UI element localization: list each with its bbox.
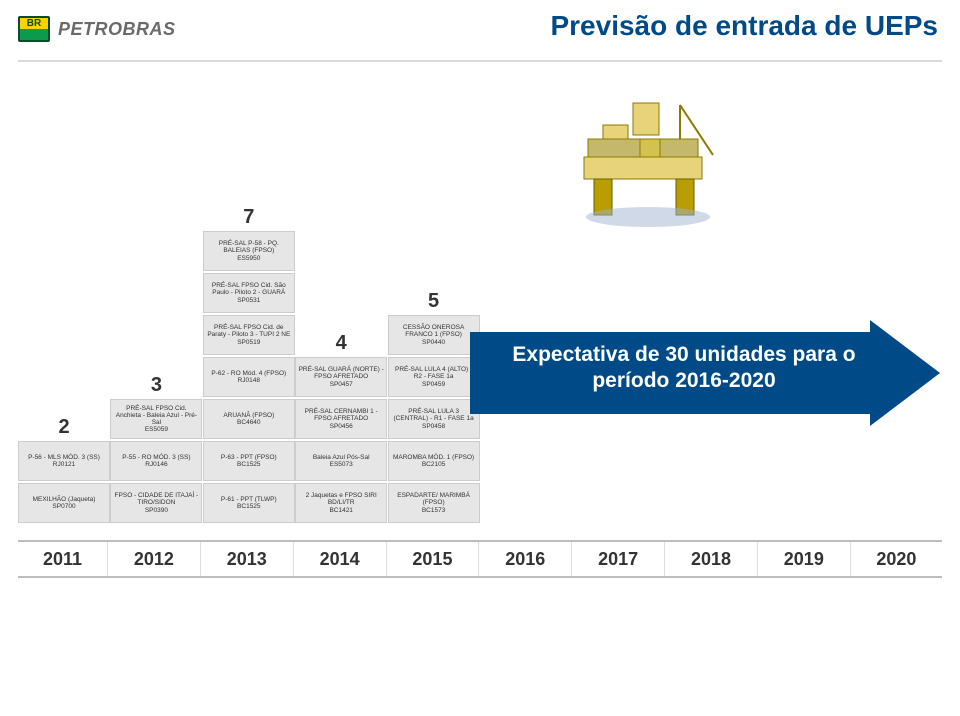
- uep-box: MEXILHÃO (Jaqueta)SP0700: [18, 483, 110, 523]
- uep-box: PRÉ-SAL FPSO Cid. de Paraty - Piloto 3 -…: [203, 315, 295, 355]
- year-cell: 2016: [479, 541, 572, 577]
- chart-column: 3PRÉ-SAL FPSO Cid. Anchieta - Baleia Azu…: [110, 374, 202, 525]
- year-axis: 2011201220132014201520162017201820192020: [18, 540, 942, 580]
- column-count: 5: [388, 290, 480, 313]
- logo: BR PETROBRAS: [18, 16, 176, 42]
- uep-box: P-63 - PPT (FPSO)BC1525: [203, 441, 295, 481]
- uep-box: ARUANÃ (FPSO)BC4640: [203, 399, 295, 439]
- uep-box: PRÉ-SAL P-58 - PQ. BALEIAS (FPSO)ES5950: [203, 231, 295, 271]
- brand-name: PETROBRAS: [58, 19, 176, 40]
- year-cell: 2019: [757, 541, 850, 577]
- uep-box: PRÉ-SAL LULA 4 (ALTO) - R2 - FASE 1aSP04…: [388, 357, 480, 397]
- arrow-text: Expectativa de 30 unidades para o períod…: [484, 342, 884, 395]
- column-count: 2: [18, 416, 110, 439]
- year-cell: 2012: [107, 541, 200, 577]
- page-title: Previsão de entrada de UEPs: [550, 10, 938, 42]
- uep-box: PRÉ-SAL CERNAMBI 1 - FPSO AFRETADOSP0456: [295, 399, 387, 439]
- year-cell: 2018: [665, 541, 758, 577]
- column-count: 3: [110, 374, 202, 397]
- uep-box: MAROMBA MÓD. 1 (FPSO)BC2105: [388, 441, 480, 481]
- uep-box: PRÉ-SAL LULA 3 (CENTRAL) - R1 - FASE 1aS…: [388, 399, 480, 439]
- uep-box: ESPADARTE/ MARIMBÁ (FPSO)BC1573: [388, 483, 480, 523]
- year-cell: 2020: [850, 541, 942, 577]
- chart-column: 7PRÉ-SAL P-58 - PQ. BALEIAS (FPSO)ES5950…: [203, 206, 295, 525]
- uep-box: P-55 - RO MÓD. 3 (SS)RJ0146: [110, 441, 202, 481]
- logo-initials: BR: [20, 18, 48, 29]
- year-cell: 2017: [572, 541, 665, 577]
- uep-box: FPSO - CIDADE DE ITAJAÍ - TIRO/SIDONSP03…: [110, 483, 202, 523]
- column-count: 7: [203, 206, 295, 229]
- year-cell: 2011: [18, 541, 107, 577]
- logo-mark: BR: [18, 16, 50, 42]
- uep-box: CESSÃO ONEROSA FRANCO 1 (FPSO)SP0440: [388, 315, 480, 355]
- uep-box: Baleia Azul Pós-SalES5073: [295, 441, 387, 481]
- uep-box: P-56 - MLS MÓD. 3 (SS)RJ0121: [18, 441, 110, 481]
- year-cell: 2014: [293, 541, 386, 577]
- chart-column: 5CESSÃO ONEROSA FRANCO 1 (FPSO)SP0440PRÉ…: [388, 290, 480, 525]
- uep-box: PRÉ-SAL GUARÁ (NORTE) - FPSO AFRETADOSP0…: [295, 357, 387, 397]
- year-cell: 2015: [386, 541, 479, 577]
- uep-box: P-61 - PPT (TLWP)BC1525: [203, 483, 295, 523]
- uep-box: 2 Jaquetas e FPSO SIRI BD/LI/TRBC1421: [295, 483, 387, 523]
- column-count: 4: [295, 332, 387, 355]
- platform-illustration: [568, 95, 728, 235]
- expectation-arrow: Expectativa de 30 unidades para o períod…: [470, 320, 940, 426]
- divider: [18, 60, 942, 62]
- uep-box: PRÉ-SAL FPSO Cid. Anchieta - Baleia Azul…: [110, 399, 202, 439]
- header: BR PETROBRAS Previsão de entrada de UEPs: [0, 0, 960, 64]
- uep-box: P-62 - RO Mód. 4 (FPSO)RJ0148: [203, 357, 295, 397]
- uep-box: PRÉ-SAL FPSO Cid. São Paulo - Piloto 2 -…: [203, 273, 295, 313]
- chart-column: 2P-56 - MLS MÓD. 3 (SS)RJ0121MEXILHÃO (J…: [18, 416, 110, 525]
- chart-area: 2P-56 - MLS MÓD. 3 (SS)RJ0121MEXILHÃO (J…: [18, 85, 942, 525]
- year-cell: 2013: [200, 541, 293, 577]
- chart-column: 4PRÉ-SAL GUARÁ (NORTE) - FPSO AFRETADOSP…: [295, 332, 387, 525]
